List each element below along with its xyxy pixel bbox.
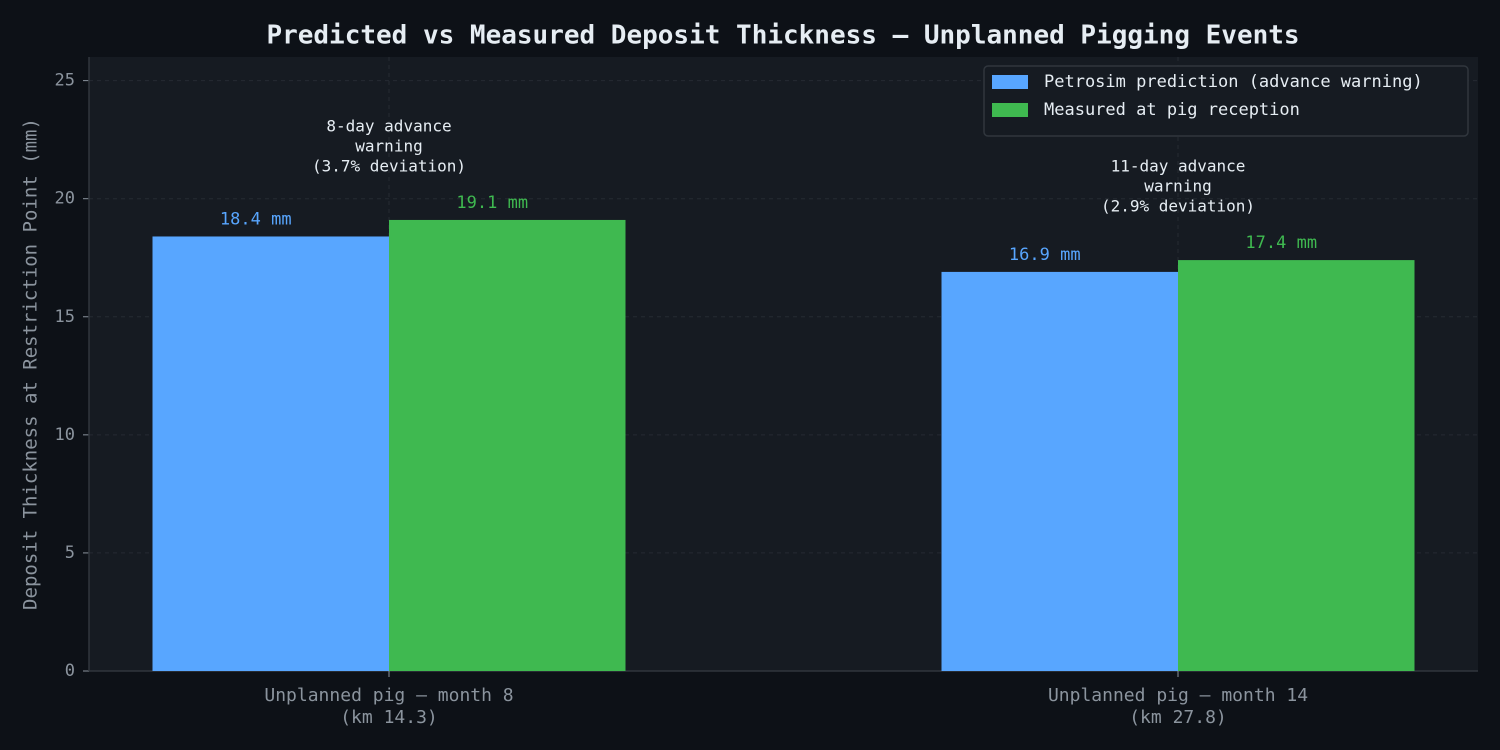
annotation-line: warning	[355, 136, 422, 155]
annotation-line: 11-day advance	[1111, 157, 1246, 176]
annotation-line: 8-day advance	[326, 116, 451, 135]
legend-swatch	[992, 103, 1028, 117]
chart-title: Predicted vs Measured Deposit Thickness …	[266, 21, 1299, 51]
bar-series-1-cat-2	[941, 271, 1178, 671]
x-tick-label: Unplanned pig — month 14	[1048, 685, 1308, 706]
y-tick-label: 20	[55, 189, 75, 209]
bar-value-label: 16.9 mm	[1009, 245, 1081, 265]
x-tick-label: (km 27.8)	[1129, 707, 1227, 728]
annotation-line: (3.7% deviation)	[312, 156, 466, 175]
y-tick-label: 25	[55, 71, 75, 91]
annotation-line: warning	[1144, 177, 1211, 196]
x-tick-label: (km 14.3)	[340, 707, 438, 728]
legend-label: Petrosim prediction (advance warning)	[1044, 72, 1423, 92]
bar-value-label: 17.4 mm	[1245, 233, 1317, 253]
bar-series-2-cat-2	[1178, 260, 1415, 671]
y-tick-label: 5	[65, 543, 75, 563]
legend-label: Measured at pig reception	[1044, 100, 1300, 120]
bar-series-1-cat-1	[152, 236, 389, 671]
y-axis-label: Deposit Thickness at Restriction Point (…	[20, 118, 42, 610]
legend-box	[983, 65, 1469, 137]
annotation-line: (2.9% deviation)	[1101, 197, 1255, 216]
y-tick-label: 0	[65, 661, 75, 681]
bar-value-label: 19.1 mm	[456, 193, 528, 213]
legend-swatch	[992, 75, 1028, 89]
y-tick-label: 15	[55, 307, 75, 327]
x-tick-label: Unplanned pig — month 8	[264, 685, 513, 706]
y-tick-label: 10	[55, 425, 75, 445]
bar-value-label: 18.4 mm	[220, 209, 292, 229]
bar-series-2-cat-1	[389, 219, 626, 671]
